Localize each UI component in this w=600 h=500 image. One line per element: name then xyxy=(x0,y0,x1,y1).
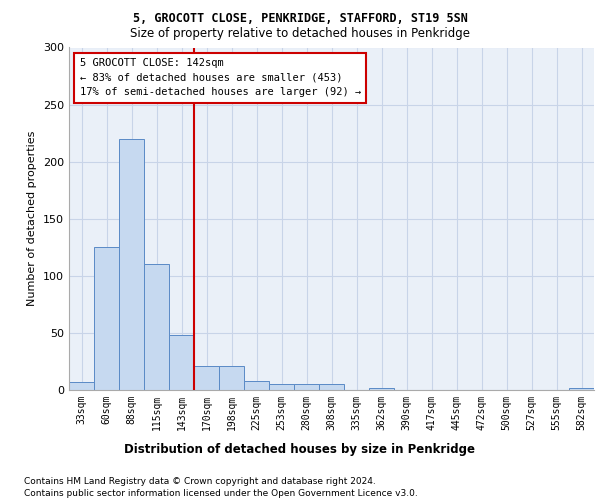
Bar xyxy=(169,335,194,390)
Bar xyxy=(194,366,219,390)
Bar xyxy=(319,384,344,390)
Bar xyxy=(144,264,169,390)
Text: Distribution of detached houses by size in Penkridge: Distribution of detached houses by size … xyxy=(125,442,476,456)
Bar xyxy=(69,382,94,390)
Text: Size of property relative to detached houses in Penkridge: Size of property relative to detached ho… xyxy=(130,28,470,40)
Bar xyxy=(119,139,144,390)
Bar xyxy=(369,388,394,390)
Text: 5, GROCOTT CLOSE, PENKRIDGE, STAFFORD, ST19 5SN: 5, GROCOTT CLOSE, PENKRIDGE, STAFFORD, S… xyxy=(133,12,467,26)
Bar xyxy=(294,384,319,390)
Text: 5 GROCOTT CLOSE: 142sqm
← 83% of detached houses are smaller (453)
17% of semi-d: 5 GROCOTT CLOSE: 142sqm ← 83% of detache… xyxy=(79,58,361,98)
Text: Contains public sector information licensed under the Open Government Licence v3: Contains public sector information licen… xyxy=(24,489,418,498)
Bar xyxy=(94,248,119,390)
Bar xyxy=(569,388,594,390)
Bar xyxy=(219,366,244,390)
Y-axis label: Number of detached properties: Number of detached properties xyxy=(28,131,37,306)
Bar xyxy=(244,381,269,390)
Text: Contains HM Land Registry data © Crown copyright and database right 2024.: Contains HM Land Registry data © Crown c… xyxy=(24,478,376,486)
Bar xyxy=(269,384,294,390)
